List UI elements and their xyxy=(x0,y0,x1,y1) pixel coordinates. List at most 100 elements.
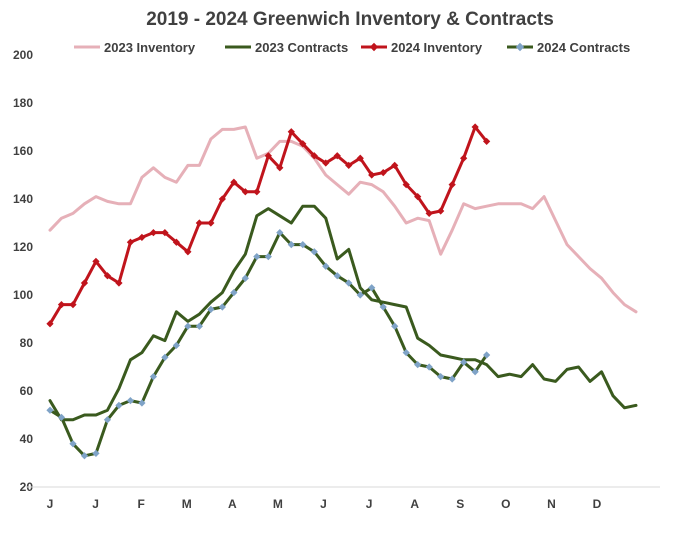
data-point xyxy=(402,348,410,357)
x-tick-label: F xyxy=(137,497,144,511)
x-tick-label: J xyxy=(320,497,327,511)
data-point xyxy=(391,322,399,330)
data-point xyxy=(57,300,66,309)
series-layer xyxy=(46,123,638,460)
data-point xyxy=(241,188,249,196)
data-point xyxy=(103,272,112,280)
series-3 xyxy=(46,228,491,460)
data-point xyxy=(161,228,169,237)
data-point xyxy=(264,152,272,160)
data-point xyxy=(253,252,261,261)
data-point xyxy=(115,279,123,287)
data-point xyxy=(149,372,158,381)
x-tick-label: A xyxy=(410,497,419,511)
data-point xyxy=(471,368,479,376)
data-point xyxy=(345,279,353,287)
y-tick-label: 40 xyxy=(20,432,34,446)
data-point xyxy=(126,396,135,405)
legend-label: 2023 Inventory xyxy=(104,40,196,55)
data-point xyxy=(460,358,468,366)
x-tick-label: J xyxy=(47,497,54,511)
data-point xyxy=(414,192,422,201)
legend-label: 2023 Contracts xyxy=(255,40,348,55)
y-tick-label: 200 xyxy=(13,48,33,62)
data-point xyxy=(310,152,318,160)
data-point xyxy=(69,440,77,448)
data-point xyxy=(264,252,272,261)
data-point xyxy=(172,341,181,350)
data-point xyxy=(138,399,146,407)
chart-title: 2019 - 2024 Greenwich Inventory & Contra… xyxy=(146,9,554,30)
series-2 xyxy=(46,123,491,328)
data-point xyxy=(253,188,261,196)
data-point xyxy=(276,164,284,172)
x-tick-label: A xyxy=(228,497,237,511)
data-point xyxy=(379,303,387,311)
data-point xyxy=(207,305,215,314)
x-tick-label: J xyxy=(92,497,99,511)
y-tick-label: 80 xyxy=(20,336,34,350)
data-point xyxy=(391,161,399,170)
data-point xyxy=(276,228,284,237)
data-point xyxy=(299,240,307,249)
data-point xyxy=(138,233,146,242)
data-point xyxy=(230,288,238,297)
data-point xyxy=(195,322,203,330)
x-tick-label: D xyxy=(593,497,602,511)
data-point xyxy=(57,413,66,422)
series-1 xyxy=(48,204,638,422)
legend-marker xyxy=(369,42,379,52)
data-point xyxy=(69,300,77,309)
data-point xyxy=(241,274,249,282)
data-point xyxy=(287,240,295,249)
data-point xyxy=(402,180,410,189)
data-point xyxy=(92,449,100,458)
x-tick-label: M xyxy=(273,497,283,511)
data-point xyxy=(379,168,387,177)
y-tick-label: 140 xyxy=(13,192,33,206)
x-tick-label: S xyxy=(456,497,464,511)
data-point xyxy=(161,353,169,362)
legend-marker xyxy=(515,42,525,52)
data-point xyxy=(299,140,307,148)
y-tick-label: 100 xyxy=(13,288,33,302)
data-point xyxy=(310,248,318,256)
series-line xyxy=(48,125,638,314)
data-point xyxy=(149,228,158,237)
data-point xyxy=(460,154,468,162)
x-tick-label: M xyxy=(182,497,192,511)
data-point xyxy=(92,257,100,266)
data-point xyxy=(345,161,353,170)
data-point xyxy=(356,154,364,162)
series-line xyxy=(48,204,638,422)
data-point xyxy=(483,137,491,146)
y-tick-label: 60 xyxy=(20,384,34,398)
data-point xyxy=(322,159,330,167)
y-tick-label: 180 xyxy=(13,96,33,110)
y-tick-label: 160 xyxy=(13,144,33,158)
legend-item: 2023 Inventory xyxy=(74,40,196,55)
data-point xyxy=(368,284,376,292)
legend-item: 2024 Inventory xyxy=(361,40,483,55)
data-point xyxy=(172,238,181,246)
data-point xyxy=(184,248,192,256)
data-point xyxy=(322,262,330,270)
data-point xyxy=(437,372,445,381)
data-point xyxy=(287,128,295,136)
data-point xyxy=(80,452,89,460)
data-point xyxy=(414,360,422,369)
data-point xyxy=(448,180,456,189)
data-point xyxy=(184,322,192,330)
data-point xyxy=(333,272,341,280)
data-point xyxy=(218,303,226,311)
data-point xyxy=(356,291,364,299)
data-point xyxy=(46,320,54,328)
data-point xyxy=(425,209,433,218)
x-tick-label: O xyxy=(501,497,510,511)
legend-label: 2024 Inventory xyxy=(391,40,483,55)
data-point xyxy=(448,375,456,383)
data-point xyxy=(103,416,112,424)
